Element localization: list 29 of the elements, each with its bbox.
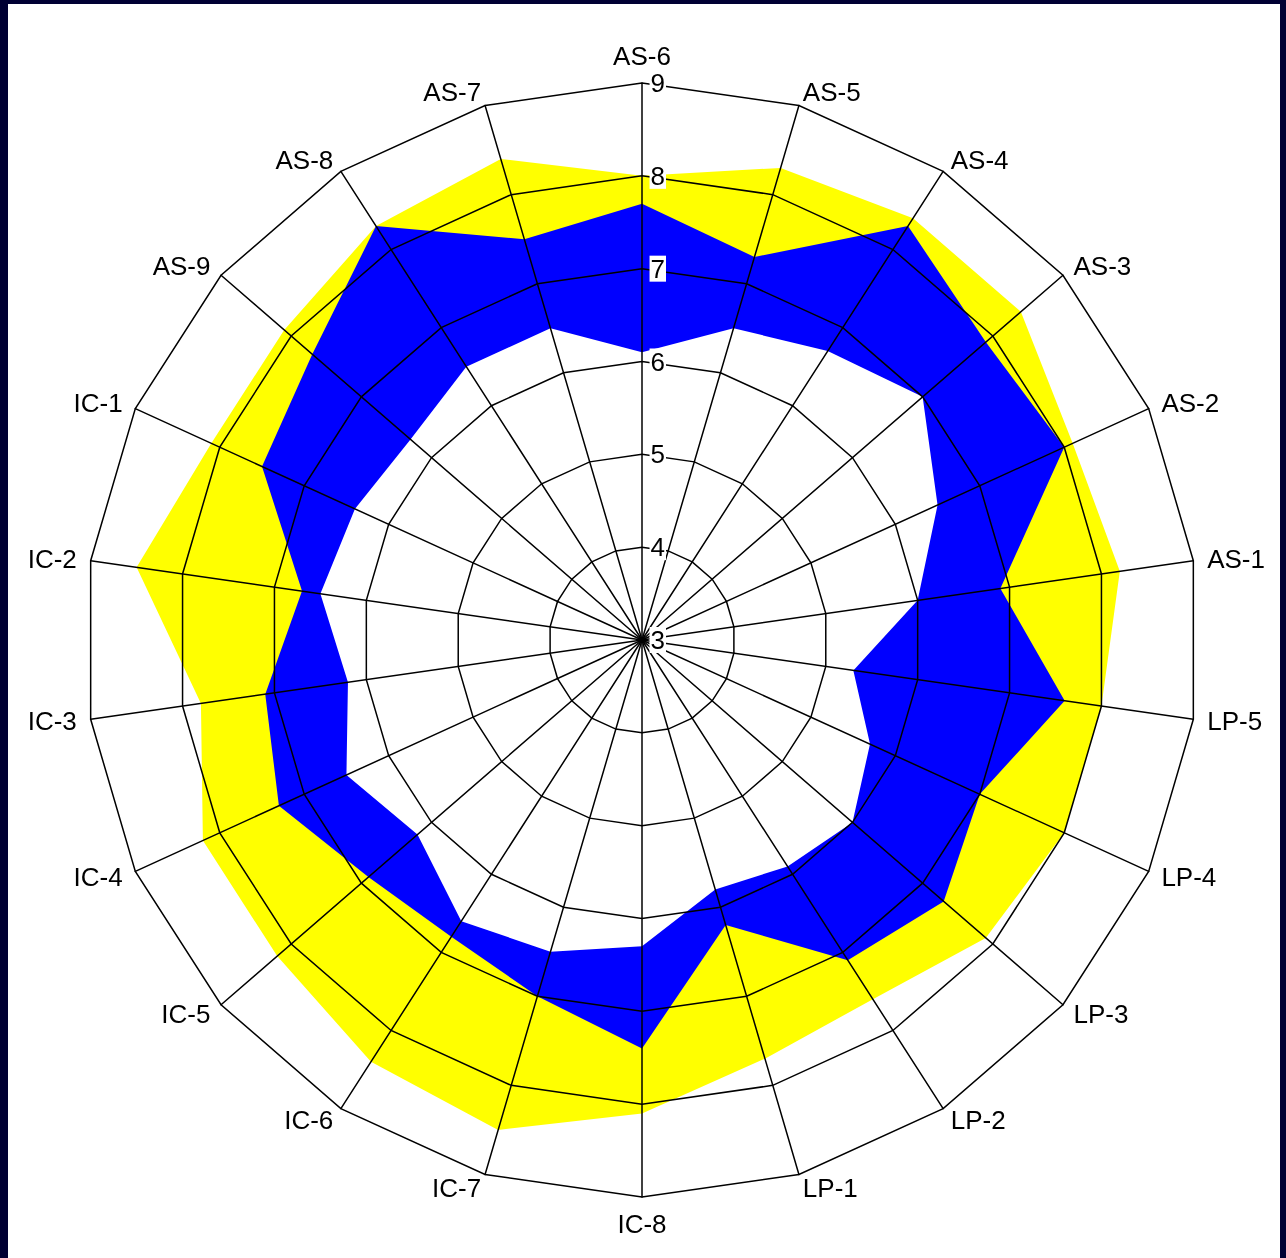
y-tick-label: 8 bbox=[650, 160, 665, 191]
spoke-label: IC-1 bbox=[73, 387, 123, 418]
y-tick-label: 4 bbox=[650, 532, 665, 563]
spoke-label: AS-2 bbox=[1161, 387, 1220, 418]
spoke-label: IC-2 bbox=[27, 543, 77, 574]
y-tick-label: 6 bbox=[650, 346, 665, 377]
spoke-label: LP-5 bbox=[1207, 706, 1263, 737]
spoke-label: AS-4 bbox=[950, 144, 1009, 175]
spoke-label: AS-1 bbox=[1207, 543, 1265, 574]
y-tick-label: 7 bbox=[650, 253, 665, 284]
spoke-label: IC-3 bbox=[27, 706, 77, 737]
spoke-label: AS-7 bbox=[423, 77, 482, 108]
spoke-label: IC-5 bbox=[161, 998, 211, 1029]
spoke-label: IC-8 bbox=[617, 1209, 667, 1239]
spoke-label: IC-4 bbox=[73, 862, 123, 893]
y-tick-label: 3 bbox=[650, 625, 665, 655]
spoke-label: AS-6 bbox=[613, 41, 671, 71]
spoke-label: AS-3 bbox=[1073, 251, 1132, 282]
spoke-label: IC-7 bbox=[432, 1172, 482, 1203]
y-tick-label: 9 bbox=[650, 68, 665, 98]
spoke-label: LP-1 bbox=[802, 1172, 858, 1203]
spoke-label: IC-6 bbox=[284, 1105, 334, 1136]
spoke-label: AS-5 bbox=[802, 77, 861, 108]
spoke-label: LP-2 bbox=[950, 1105, 1006, 1136]
spoke-label: LP-4 bbox=[1161, 862, 1217, 893]
spoke-label: AS-8 bbox=[275, 144, 334, 175]
y-tick-label: 5 bbox=[650, 439, 665, 470]
spoke-label: LP-3 bbox=[1073, 998, 1129, 1029]
spoke-label: AS-9 bbox=[152, 251, 211, 282]
